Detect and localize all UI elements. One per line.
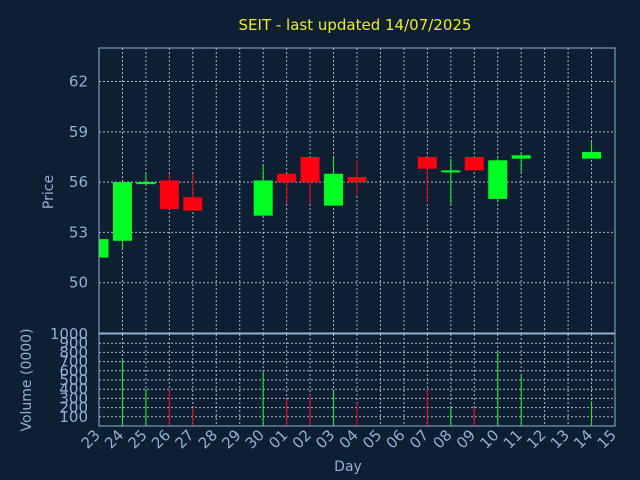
volume-y-tick-label: 400: [59, 380, 88, 398]
volume-y-tick-label: 100: [59, 408, 88, 426]
volume-y-tick-label: 600: [59, 362, 88, 380]
candle-body: [112, 182, 132, 241]
price-y-ticks: 50 53 56 59 62: [69, 73, 88, 292]
candle-body: [417, 156, 437, 169]
volume-y-tick-label: 1000: [50, 325, 88, 343]
x-axis-label: Day: [334, 459, 362, 475]
candle-body: [488, 160, 508, 199]
x-tick-labels: 2324252627282930010203040506070809101112…: [78, 426, 620, 452]
price-y-tick-label: 59: [69, 123, 88, 141]
volume-y-tick-label: 200: [59, 399, 88, 417]
price-y-tick-label: 53: [69, 223, 88, 241]
volume-y-tick-label: 900: [59, 334, 88, 352]
price-y-tick-label: 62: [69, 73, 88, 91]
candle-body: [582, 151, 602, 159]
chart-title: SEIT - last updated 14/07/2025: [239, 16, 472, 34]
price-y-tick-label: 50: [69, 274, 88, 292]
candle-body: [441, 170, 461, 173]
volume-y-tick-label: 300: [59, 389, 88, 407]
candle-body: [464, 156, 484, 171]
candle-body: [183, 197, 203, 211]
volume-bars: [121, 352, 593, 426]
volume-y-tick-label: 500: [59, 371, 88, 389]
volume-y-tick-label: 800: [59, 343, 88, 361]
candle-body: [159, 180, 179, 209]
candle-body: [511, 155, 531, 159]
candle-body: [253, 180, 273, 216]
volume-axis-label: Volume (0000): [19, 328, 35, 431]
candle-body: [277, 173, 297, 183]
price-grid: [98, 48, 616, 333]
volume-y-tick-label: 700: [59, 353, 88, 371]
candle-body: [136, 182, 156, 185]
candle-body: [324, 173, 344, 206]
candle-body: [347, 177, 367, 183]
candles: [98, 141, 602, 258]
price-axis-label: Price: [41, 175, 57, 209]
candle-body: [99, 239, 109, 258]
price-panel-frame: [98, 47, 616, 334]
price-y-tick-label: 56: [69, 173, 88, 191]
volume-panel-frame: [98, 333, 616, 427]
candle-body: [300, 156, 320, 183]
